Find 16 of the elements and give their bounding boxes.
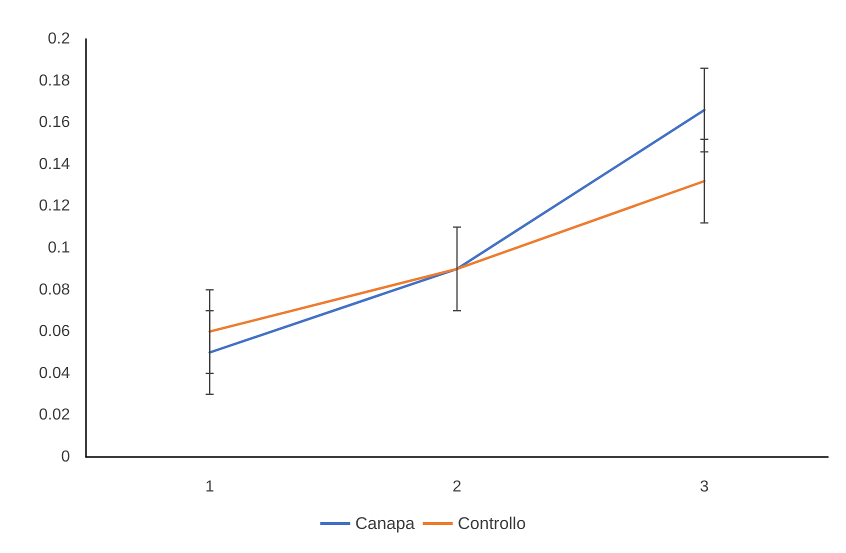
- x-tick-label: 1: [205, 478, 214, 496]
- legend-label: Canapa: [355, 514, 416, 533]
- y-tick-label: 0.08: [38, 281, 70, 298]
- y-tick-label: 0.1: [48, 240, 70, 256]
- y-tick-label: 0.16: [38, 114, 70, 132]
- x-tick-label: 2: [452, 478, 462, 496]
- y-tick-label: 0.04: [38, 364, 70, 382]
- y-tick-label: 0.06: [38, 323, 70, 340]
- y-tick-label: 0.2: [48, 30, 70, 48]
- y-tick-label: 0.02: [38, 406, 70, 424]
- y-tick-label: 0: [61, 448, 70, 466]
- y-tick-label: 0.12: [38, 198, 70, 215]
- y-tick-label: 0.18: [38, 72, 70, 90]
- legend-label: Controllo: [458, 514, 526, 533]
- y-tick-label: 0.14: [38, 156, 70, 173]
- x-tick-label: 3: [700, 478, 709, 496]
